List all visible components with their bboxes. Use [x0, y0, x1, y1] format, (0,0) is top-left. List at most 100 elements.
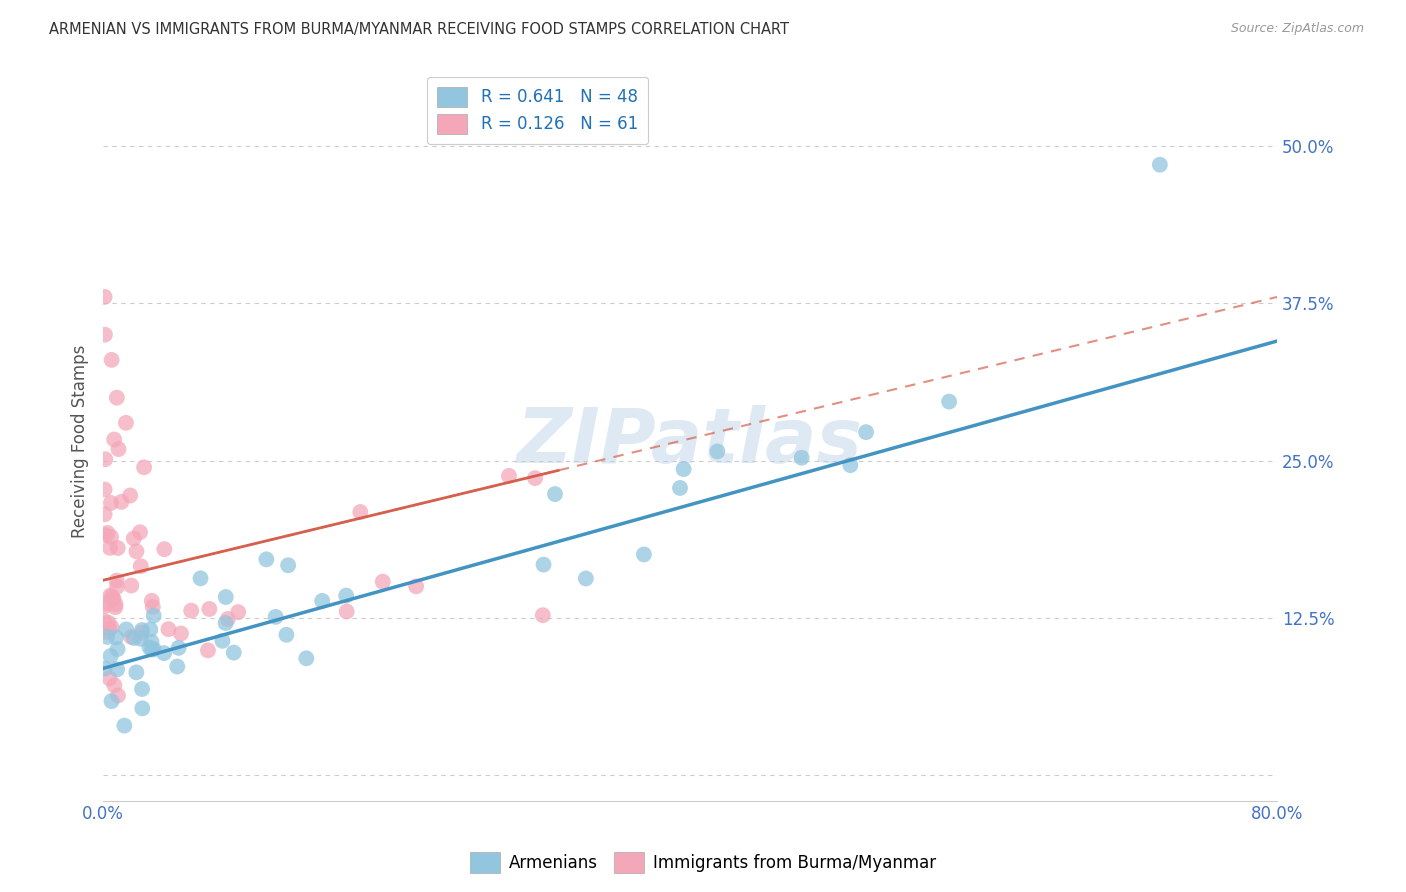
Text: Source: ZipAtlas.com: Source: ZipAtlas.com	[1230, 22, 1364, 36]
Point	[142, 642, 165, 657]
Point	[141, 635, 163, 649]
Point	[96, 624, 118, 639]
Point	[575, 572, 598, 586]
Point	[105, 631, 128, 645]
Point	[129, 632, 152, 646]
Point	[105, 580, 128, 594]
Point	[276, 628, 298, 642]
Text: ARMENIAN VS IMMIGRANTS FROM BURMA/MYANMAR RECEIVING FOOD STAMPS CORRELATION CHAR: ARMENIAN VS IMMIGRANTS FROM BURMA/MYANMA…	[49, 22, 789, 37]
Point	[1149, 158, 1171, 172]
Point	[295, 651, 318, 665]
Point	[141, 594, 163, 608]
Point	[131, 623, 153, 637]
Point	[214, 615, 236, 630]
Point	[110, 495, 132, 509]
Point	[100, 496, 122, 510]
Point	[96, 526, 118, 541]
Point	[107, 642, 129, 657]
Point	[100, 648, 122, 663]
Point	[222, 646, 245, 660]
Point	[107, 689, 129, 703]
Point	[93, 483, 115, 497]
Point	[349, 505, 371, 519]
Point	[190, 571, 212, 585]
Point	[264, 610, 287, 624]
Point	[93, 599, 115, 614]
Point	[142, 608, 165, 623]
Point	[100, 352, 122, 367]
Point	[100, 694, 122, 708]
Point	[215, 590, 238, 604]
Point	[139, 623, 162, 637]
Point	[94, 452, 117, 467]
Point	[129, 559, 152, 574]
Point	[115, 416, 138, 430]
Point	[405, 579, 427, 593]
Point	[167, 640, 190, 655]
Point	[524, 471, 547, 485]
Point	[211, 633, 233, 648]
Point	[96, 596, 118, 610]
Point	[98, 541, 121, 555]
Point	[112, 718, 135, 732]
Point	[107, 541, 129, 555]
Point	[93, 528, 115, 542]
Text: ZIPatlas: ZIPatlas	[517, 405, 863, 479]
Point	[115, 623, 138, 637]
Point	[105, 662, 128, 676]
Point	[197, 643, 219, 657]
Point	[839, 458, 862, 472]
Point	[98, 622, 121, 636]
Point	[138, 640, 160, 655]
Point	[531, 608, 554, 623]
Point	[938, 394, 960, 409]
Point	[100, 588, 122, 602]
Point	[157, 622, 180, 636]
Point	[311, 594, 333, 608]
Point	[141, 642, 163, 657]
Point	[544, 487, 567, 501]
Point	[669, 481, 692, 495]
Point	[122, 532, 145, 546]
Legend: R = 0.641   N = 48, R = 0.126   N = 61: R = 0.641 N = 48, R = 0.126 N = 61	[427, 77, 648, 145]
Y-axis label: Receiving Food Stamps: Receiving Food Stamps	[72, 345, 89, 539]
Point	[131, 625, 153, 640]
Point	[107, 442, 129, 456]
Point	[335, 589, 357, 603]
Point	[101, 591, 124, 606]
Point	[96, 630, 118, 644]
Point	[100, 590, 122, 604]
Point	[120, 488, 142, 502]
Point	[706, 444, 728, 458]
Point	[120, 578, 142, 592]
Point	[100, 620, 122, 634]
Point	[98, 671, 121, 685]
Point	[790, 450, 813, 465]
Point	[122, 631, 145, 645]
Point	[131, 681, 153, 696]
Point	[153, 646, 176, 660]
Point	[125, 544, 148, 558]
Point	[198, 602, 221, 616]
Point	[94, 327, 117, 342]
Point	[166, 659, 188, 673]
Point	[633, 548, 655, 562]
Point	[533, 558, 555, 572]
Point	[105, 574, 128, 588]
Legend: Armenians, Immigrants from Burma/Myanmar: Armenians, Immigrants from Burma/Myanmar	[464, 846, 942, 880]
Point	[103, 678, 125, 692]
Point	[100, 530, 122, 544]
Point	[104, 597, 127, 611]
Point	[336, 605, 359, 619]
Point	[371, 574, 394, 589]
Point	[217, 612, 239, 626]
Point	[131, 701, 153, 715]
Point	[93, 290, 115, 304]
Point	[129, 525, 152, 540]
Point	[277, 558, 299, 573]
Point	[103, 433, 125, 447]
Point	[93, 508, 115, 522]
Point	[254, 552, 277, 566]
Point	[142, 599, 165, 614]
Point	[672, 462, 695, 476]
